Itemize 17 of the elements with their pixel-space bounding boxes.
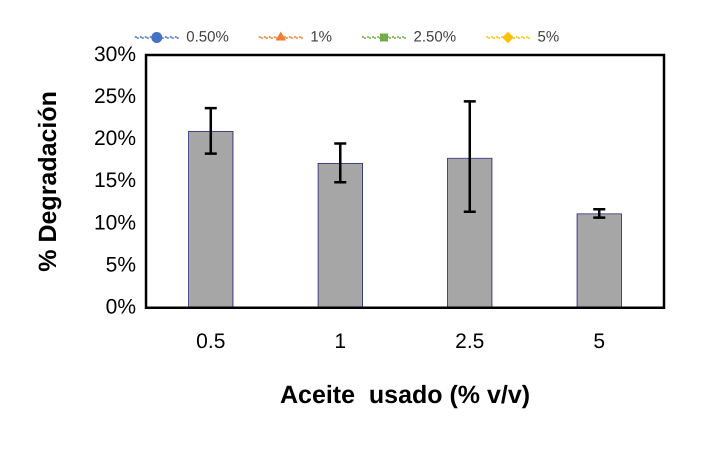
legend-label: 2.50% [414,28,456,46]
y-tick-label: 15% [94,169,136,192]
y-tick-label: 5% [106,253,136,276]
y-tick-label: 30% [94,42,136,66]
legend-label: 1% [310,28,332,46]
x-tick-label: 0.5 [196,330,226,354]
y-tick-label: 20% [94,127,136,150]
x-tick-label: 2.5 [455,330,484,354]
y-axis-title: % Degradación [34,91,62,272]
legend-label: 5% [538,28,560,46]
x-tick-label: 5 [593,330,606,354]
x-tick-label: 1 [334,330,346,354]
x-axis-title: Aceite usado (% v/v) [280,380,530,409]
y-tick-label: 25% [94,84,136,108]
y-tick-label: 10% [94,211,136,234]
y-tick-label: 0% [106,296,136,319]
legend-label: 0.50% [186,28,229,46]
